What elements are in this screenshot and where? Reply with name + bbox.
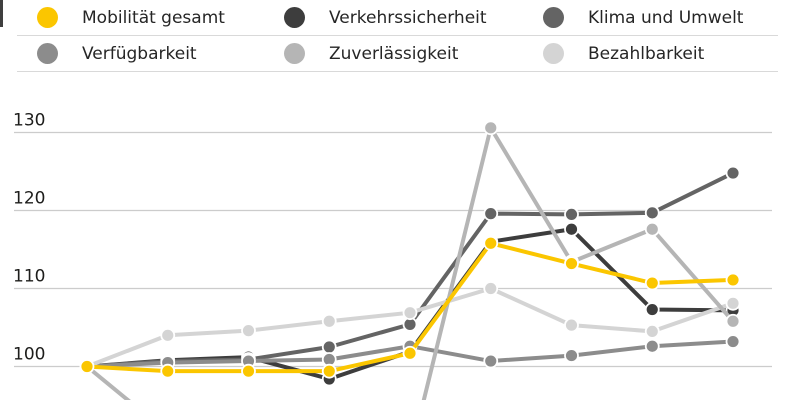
legend-dot-mobilitaet-gesamt bbox=[37, 7, 58, 28]
legend-item-bezahlbarkeit: Bezahlbarkeit bbox=[543, 43, 778, 64]
data-point-klima-und-umwelt-4[interactable] bbox=[321, 339, 337, 355]
legend-label-bezahlbarkeit: Bezahlbarkeit bbox=[588, 43, 705, 64]
data-point-klima-und-umwelt-8[interactable] bbox=[644, 205, 660, 221]
data-point-verkehrssicherheit-7[interactable] bbox=[564, 221, 579, 237]
legend-item-verfuegbarkeit: Verfügbarkeit bbox=[37, 43, 284, 64]
data-point-mobilitaet-gesamt-3[interactable] bbox=[241, 363, 256, 379]
data-point-zuverlaessigkeit-9[interactable] bbox=[725, 313, 741, 329]
legend-dot-klima-und-umwelt bbox=[543, 7, 564, 28]
y-axis-tick-label-100: 100 bbox=[13, 345, 45, 365]
data-point-mobilitaet-gesamt-8[interactable] bbox=[644, 275, 660, 291]
legend-dot-bezahlbarkeit bbox=[543, 43, 564, 64]
data-point-zuverlaessigkeit-6[interactable] bbox=[483, 120, 499, 136]
y-axis-tick-label-120: 120 bbox=[13, 189, 45, 209]
series-line-klima-und-umwelt bbox=[86, 171, 734, 369]
data-point-verfuegbarkeit-6[interactable] bbox=[483, 353, 499, 369]
legend-item-klima-und-umwelt: Klima und Umwelt bbox=[543, 7, 778, 28]
legend-item-zuverlaessigkeit: Zuverlässigkeit bbox=[284, 43, 543, 64]
data-point-bezahlbarkeit-9[interactable] bbox=[725, 295, 741, 311]
data-point-verfuegbarkeit-8[interactable] bbox=[644, 338, 660, 354]
legend-label-zuverlaessigkeit: Zuverlässigkeit bbox=[329, 43, 459, 64]
data-point-verfuegbarkeit-7[interactable] bbox=[564, 348, 579, 363]
data-point-mobilitaet-gesamt-7[interactable] bbox=[564, 256, 579, 271]
data-point-zuverlaessigkeit-8[interactable] bbox=[644, 221, 660, 237]
data-point-mobilitaet-gesamt-1[interactable] bbox=[79, 359, 95, 374]
series-line-zuverlaessigkeit bbox=[85, 125, 735, 400]
data-point-bezahlbarkeit-6[interactable] bbox=[483, 281, 499, 296]
legend-item-verkehrssicherheit: Verkehrssicherheit bbox=[284, 7, 543, 28]
data-point-mobilitaet-gesamt-6[interactable] bbox=[483, 235, 499, 251]
data-point-bezahlbarkeit-2[interactable] bbox=[160, 327, 176, 343]
data-point-mobilitaet-gesamt-2[interactable] bbox=[160, 363, 176, 379]
legend-item-mobilitaet-gesamt: Mobilität gesamt bbox=[37, 7, 284, 28]
data-point-bezahlbarkeit-7[interactable] bbox=[564, 317, 579, 333]
data-point-mobilitaet-gesamt-4[interactable] bbox=[321, 363, 337, 379]
legend-row-1: Mobilität gesamt Verkehrssicherheit Klim… bbox=[17, 0, 778, 36]
data-point-mobilitaet-gesamt-5[interactable] bbox=[402, 345, 418, 361]
data-point-klima-und-umwelt-6[interactable] bbox=[483, 206, 499, 222]
y-axis-tick-label-130: 130 bbox=[13, 111, 45, 131]
chart-legend: Mobilität gesamt Verkehrssicherheit Klim… bbox=[17, 0, 778, 72]
data-point-bezahlbarkeit-8[interactable] bbox=[644, 323, 660, 339]
data-point-klima-und-umwelt-9[interactable] bbox=[725, 165, 741, 181]
legend-label-verkehrssicherheit: Verkehrssicherheit bbox=[329, 7, 487, 28]
legend-dot-verkehrssicherheit bbox=[284, 7, 305, 28]
data-point-verfuegbarkeit-9[interactable] bbox=[725, 334, 741, 349]
cropped-edge-artifact bbox=[0, 0, 3, 27]
legend-label-mobilitaet-gesamt: Mobilität gesamt bbox=[82, 7, 225, 28]
legend-label-klima-und-umwelt: Klima und Umwelt bbox=[588, 7, 744, 28]
legend-label-verfuegbarkeit: Verfügbarkeit bbox=[82, 43, 197, 64]
data-point-klima-und-umwelt-7[interactable] bbox=[564, 206, 579, 222]
data-point-mobilitaet-gesamt-9[interactable] bbox=[725, 272, 741, 288]
y-axis-tick-label-110: 110 bbox=[13, 267, 45, 287]
legend-row-2: Verfügbarkeit Zuverlässigkeit Bezahlbark… bbox=[17, 36, 778, 72]
data-point-bezahlbarkeit-3[interactable] bbox=[241, 323, 256, 339]
data-point-bezahlbarkeit-4[interactable] bbox=[321, 313, 337, 329]
legend-dot-zuverlaessigkeit bbox=[284, 43, 305, 64]
data-point-bezahlbarkeit-5[interactable] bbox=[402, 305, 418, 321]
legend-dot-verfuegbarkeit bbox=[37, 43, 58, 64]
data-point-verkehrssicherheit-8[interactable] bbox=[644, 302, 660, 317]
